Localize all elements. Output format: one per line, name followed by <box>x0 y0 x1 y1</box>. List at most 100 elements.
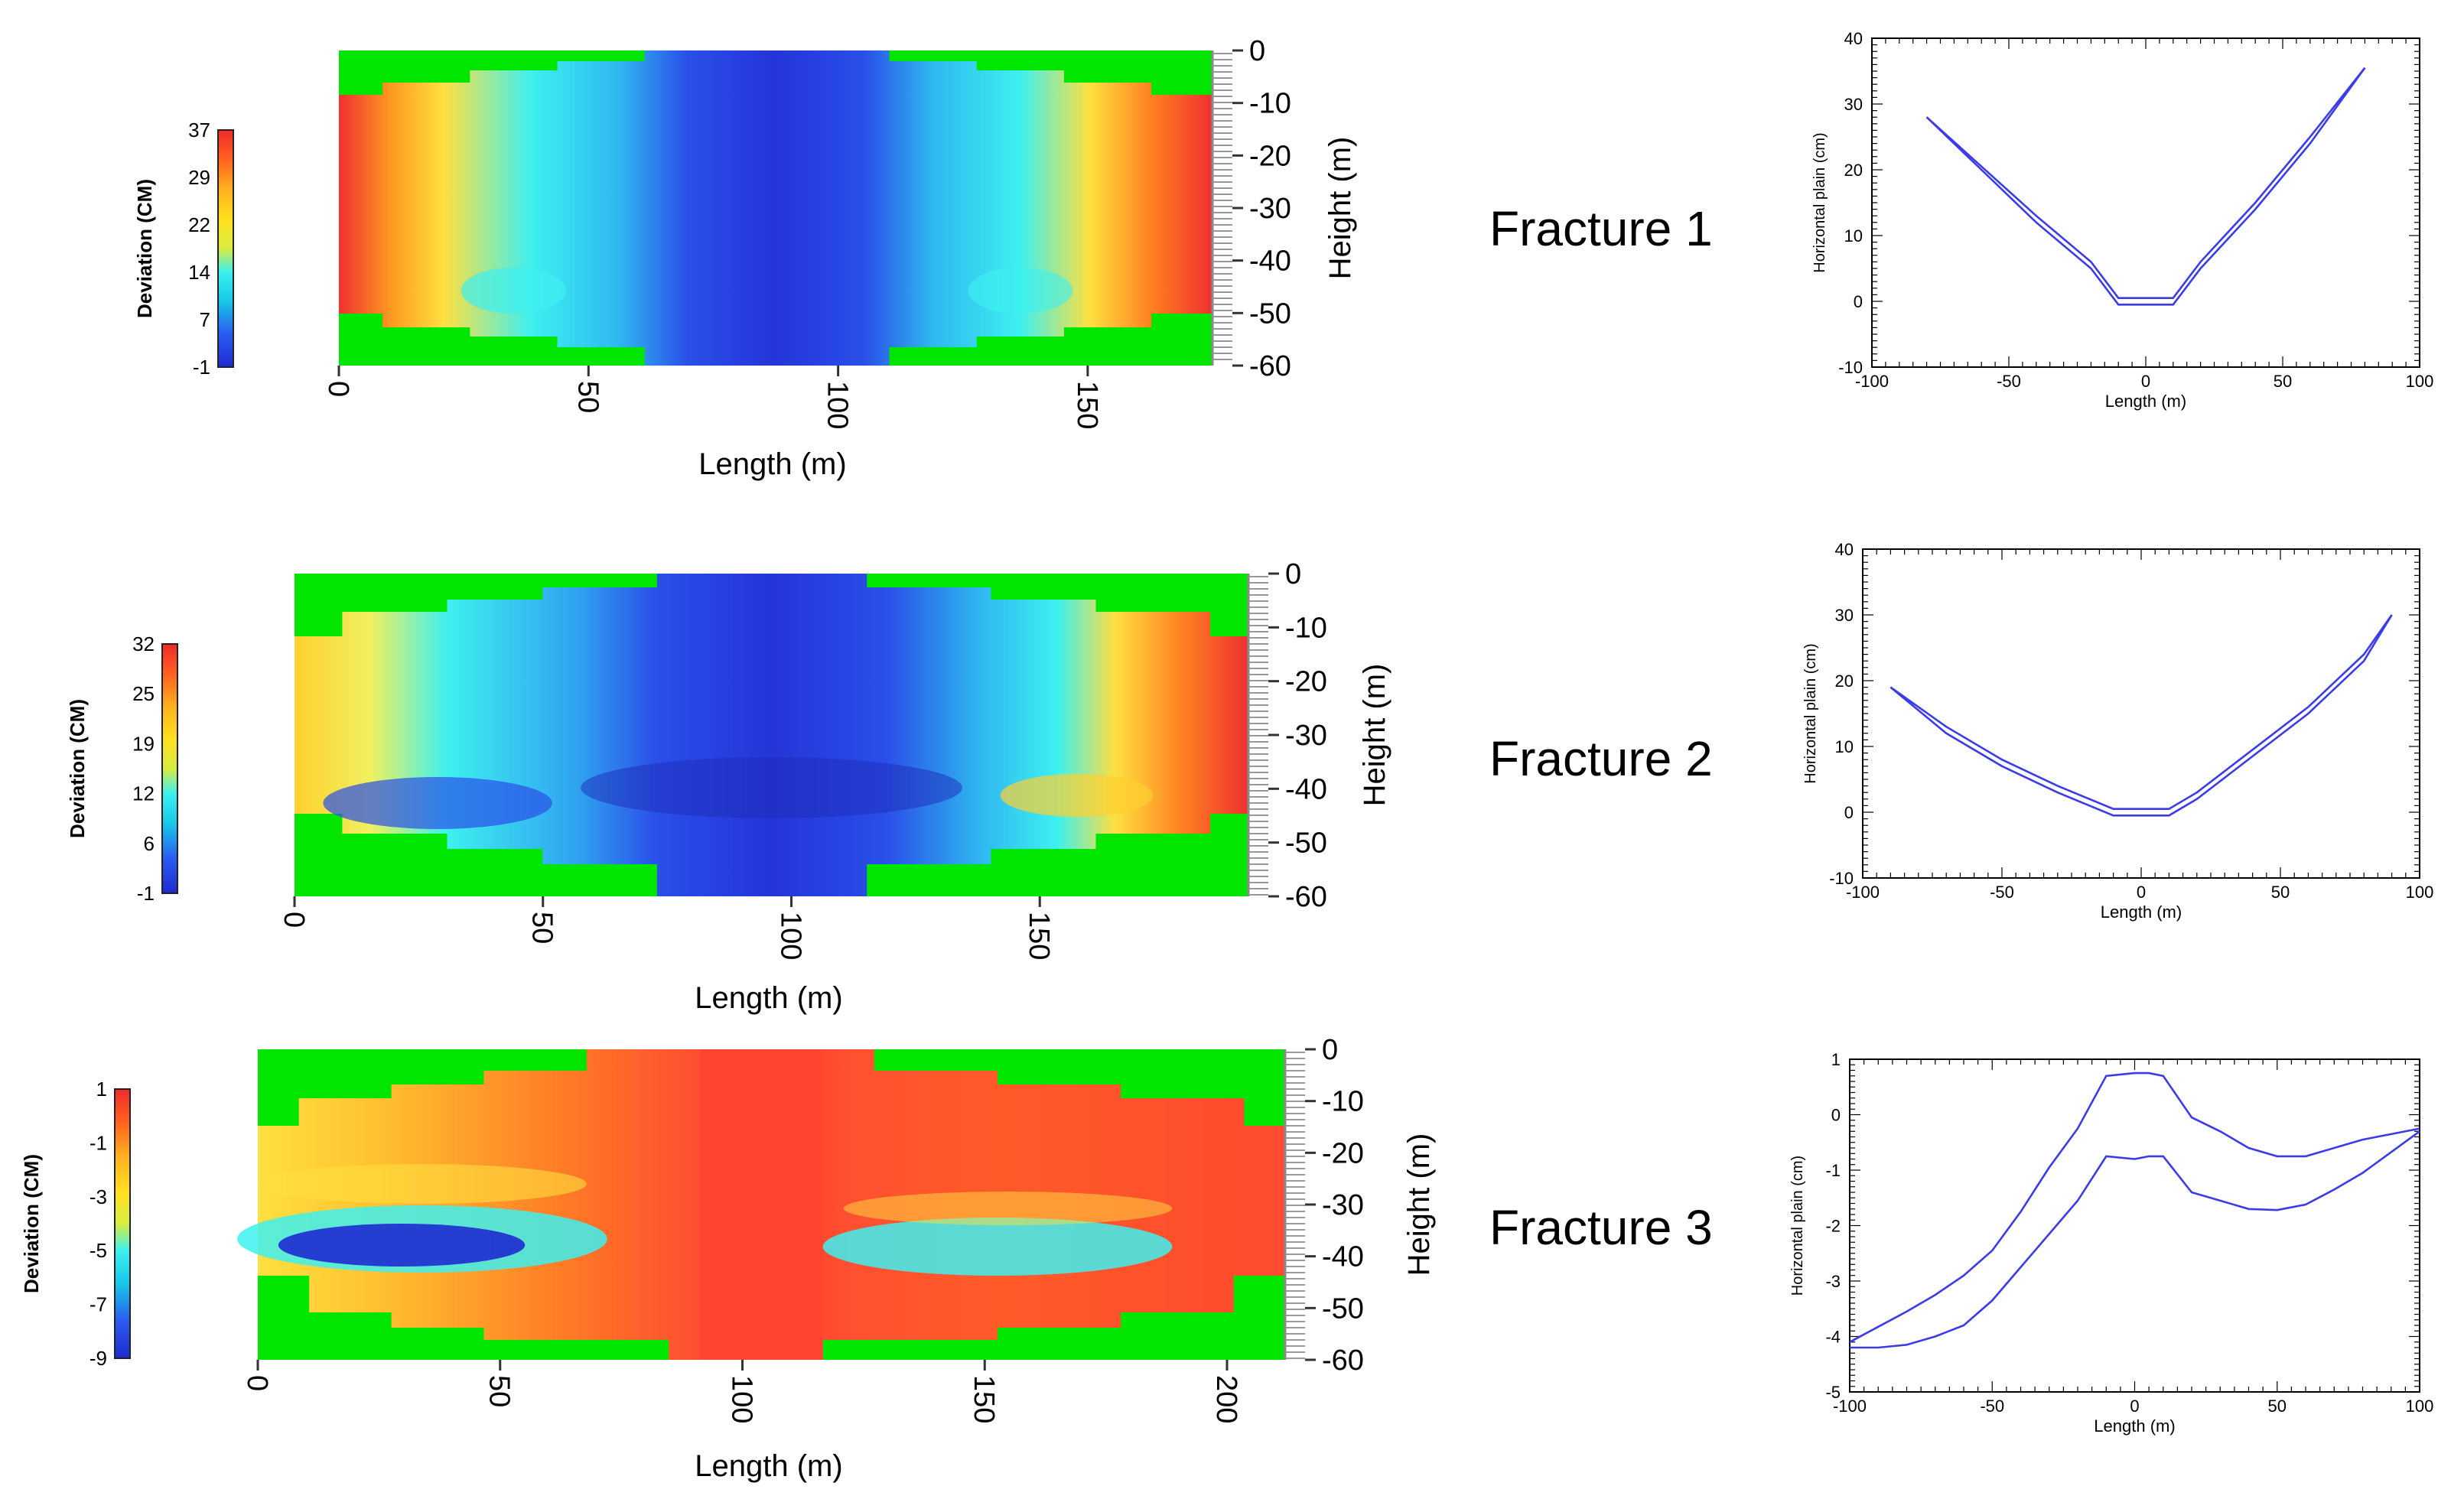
x-tick-label: 0 <box>2130 1397 2139 1416</box>
x-tick-label: 150 <box>968 1375 1000 1423</box>
deviation-blob <box>461 268 566 314</box>
y-tick-label: 10 <box>1844 226 1863 245</box>
colorbar-tick-label: 29 <box>188 166 210 189</box>
deviation-blob <box>968 268 1073 314</box>
x-tick-label: 0 <box>241 1375 273 1391</box>
x-tick-label: 150 <box>1023 912 1055 960</box>
data-series-line <box>1890 614 2393 817</box>
y-tick-label: 0 <box>1854 292 1863 311</box>
y-tick-label: -60 <box>1322 1345 1364 1377</box>
x-tick-label: 0 <box>322 381 354 397</box>
x-axis-title: Length (m) <box>2101 902 2182 922</box>
colorbar-tick-label: 1 <box>96 1078 107 1101</box>
x-tick-label: 50 <box>571 381 604 413</box>
y-tick-label: 40 <box>1844 29 1863 48</box>
x-tick-label: 50 <box>2268 1397 2287 1416</box>
y-tick-label: -20 <box>1322 1137 1364 1169</box>
x-tick-label: -100 <box>1846 883 1880 902</box>
data-series-line <box>1925 67 2366 306</box>
colorbar-tick-label: -1 <box>137 882 155 905</box>
x-tick-label: 50 <box>526 912 558 944</box>
colorbar-tick-label: 37 <box>188 119 210 141</box>
colorbar-tick-label: 32 <box>132 632 155 655</box>
x-tick-label: 100 <box>725 1375 757 1423</box>
y-tick-label: -50 <box>1249 298 1291 330</box>
data-series-line <box>1890 614 2393 810</box>
y-tick-label: -10 <box>1285 612 1327 644</box>
colorbar-tick-label: 12 <box>132 782 155 805</box>
y-axis-title: Horizontal plain (cm) <box>1789 1156 1806 1296</box>
colorbar-tick-label: 25 <box>132 682 155 705</box>
y-tick-label: -10 <box>1838 358 1863 377</box>
fracture-label: Fracture 1 <box>1489 201 1713 256</box>
plot-frame <box>1849 1058 2420 1393</box>
colorbar-title: Deviation (CM) <box>20 1154 43 1293</box>
plot-frame <box>1871 37 2420 368</box>
y-tick-label: -4 <box>1825 1328 1841 1347</box>
colorbar-tick-label: -3 <box>90 1185 107 1208</box>
plot-frame <box>1862 548 2420 879</box>
y-tick-label: -5 <box>1825 1383 1841 1402</box>
x-tick-label: 100 <box>2406 883 2434 902</box>
y-tick-label: -60 <box>1249 350 1291 382</box>
deviation-blob <box>843 1192 1173 1225</box>
line-panel-3: -100 -50 0 50 100 1 0 -1 -2 -3 -4 -5 Length (m) Horiz… <box>1789 1050 2433 1436</box>
contour-panel-2: 0 -10 -20 -30 -40 -50 -60 Height (m) 0 50 100 150 Le… <box>66 558 1391 1015</box>
y-tick-label: 40 <box>1835 540 1854 559</box>
x-tick-label: 0 <box>2141 372 2150 391</box>
contour-panel-3: 0 -10 -20 -30 -40 -50 -60 Height (m) 0 50 100 150 20… <box>20 1034 1436 1483</box>
x-axis-title: Length (m) <box>698 447 846 481</box>
deviation-blob <box>278 1224 526 1267</box>
y-tick-label: -30 <box>1285 720 1327 752</box>
y-tick-label: 0 <box>1285 558 1301 590</box>
data-series-line <box>1849 1071 2420 1343</box>
colorbar <box>161 643 178 894</box>
y-tick-label: -10 <box>1829 869 1854 888</box>
x-tick-label: -100 <box>1833 1397 1867 1416</box>
y-tick-label: -1 <box>1825 1161 1841 1180</box>
y-axis-title: Height (m) <box>1358 664 1391 807</box>
y-tick-label: 30 <box>1844 95 1863 114</box>
y-tick-label: -50 <box>1322 1293 1364 1325</box>
y-tick-label: 1 <box>1831 1050 1841 1069</box>
x-tick-label: 200 <box>1210 1375 1242 1423</box>
x-tick-label: 50 <box>2274 372 2292 391</box>
x-tick-label: 50 <box>2271 883 2290 902</box>
x-axis-title: Length (m) <box>2094 1416 2175 1436</box>
y-axis-title: Height (m) <box>1323 137 1357 280</box>
y-tick-label: -50 <box>1285 828 1327 860</box>
colorbar-tick-label: -1 <box>90 1131 107 1154</box>
deviation-blob <box>822 1218 1173 1276</box>
x-tick-label: 0 <box>2137 883 2146 902</box>
x-tick-label: 100 <box>774 912 806 960</box>
deviation-blob <box>258 1164 587 1204</box>
data-series-line <box>1925 67 2366 299</box>
y-tick-label: -2 <box>1825 1217 1841 1236</box>
y-tick-label: -40 <box>1249 245 1291 278</box>
x-axis-title: Length (m) <box>2105 392 2186 411</box>
deviation-field <box>339 50 1212 366</box>
y-tick-label: 20 <box>1844 161 1863 180</box>
colorbar-title: Deviation (CM) <box>133 179 156 318</box>
colorbar-title: Deviation (CM) <box>66 699 89 838</box>
x-tick-label: 100 <box>2406 1397 2434 1416</box>
y-tick-label: 20 <box>1835 671 1854 691</box>
colorbar <box>217 129 234 368</box>
colorbar-tick-label: 14 <box>188 261 210 284</box>
y-tick-label: -10 <box>1322 1086 1364 1118</box>
y-tick-label: -30 <box>1322 1189 1364 1221</box>
deviation-blob <box>1000 774 1154 817</box>
y-tick-label: -3 <box>1825 1272 1841 1291</box>
colorbar <box>114 1088 131 1359</box>
y-tick-label: -60 <box>1285 881 1327 913</box>
x-tick-label: 100 <box>2406 372 2434 391</box>
x-axis-title: Length (m) <box>695 981 842 1015</box>
y-tick-label: -30 <box>1249 193 1291 225</box>
colorbar-tick-label: -5 <box>90 1239 107 1262</box>
y-tick-label: 0 <box>1249 35 1265 67</box>
y-tick-label: -40 <box>1322 1241 1364 1273</box>
y-tick-label: -20 <box>1285 666 1327 698</box>
